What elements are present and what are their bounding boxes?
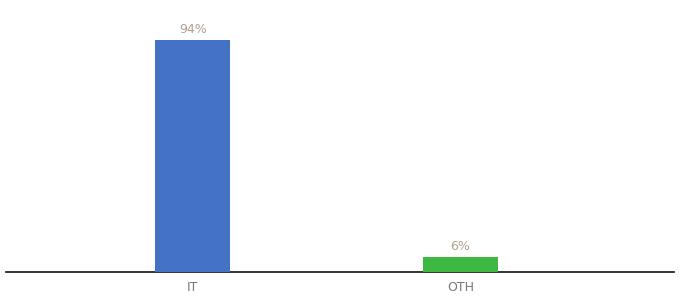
Text: 6%: 6%	[450, 240, 471, 253]
Bar	[423, 257, 498, 272]
Text: 94%: 94%	[179, 23, 207, 36]
Bar	[156, 40, 231, 272]
